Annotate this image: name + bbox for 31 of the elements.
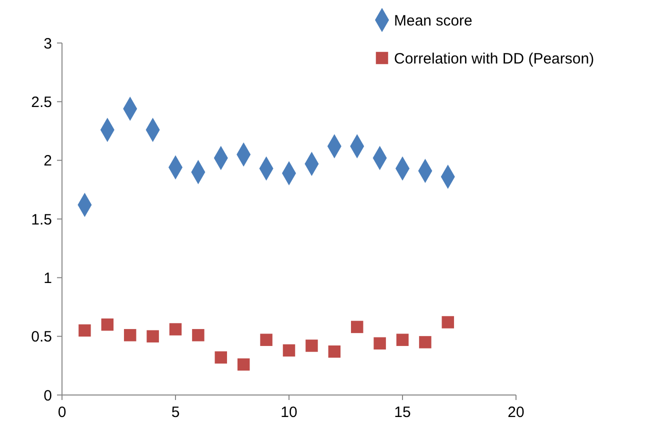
point (169, 323, 182, 336)
point (214, 351, 228, 364)
point (442, 316, 454, 328)
x-tick-label: 5 (171, 404, 180, 421)
point (419, 336, 432, 348)
point (350, 320, 364, 334)
y-tick-label: 2 (44, 152, 52, 170)
point (124, 329, 136, 342)
point (192, 329, 204, 342)
y-tick-label: 0 (44, 387, 52, 404)
point (374, 337, 386, 350)
y-tick-label: 1 (44, 270, 52, 287)
x-tick-label: 0 (58, 404, 66, 421)
point (396, 334, 409, 346)
point (260, 334, 272, 346)
x-tick-label: 15 (394, 404, 411, 421)
point (146, 330, 159, 342)
point (306, 340, 318, 352)
y-tick-label: 2.5 (31, 94, 52, 111)
y-tick-label: 3 (44, 35, 52, 52)
y-tick-label: 0.5 (31, 328, 52, 346)
y-tick-label: 1.5 (31, 211, 52, 228)
point (78, 324, 91, 337)
point (237, 358, 250, 371)
x-tick-label: 10 (280, 404, 298, 421)
point (328, 345, 341, 358)
x-tick-label: 20 (508, 404, 524, 421)
legend-label: Correlation with DD (Pearson) (394, 50, 594, 68)
point (282, 344, 296, 357)
point (101, 318, 114, 331)
legend-label: Mean score (394, 12, 472, 30)
